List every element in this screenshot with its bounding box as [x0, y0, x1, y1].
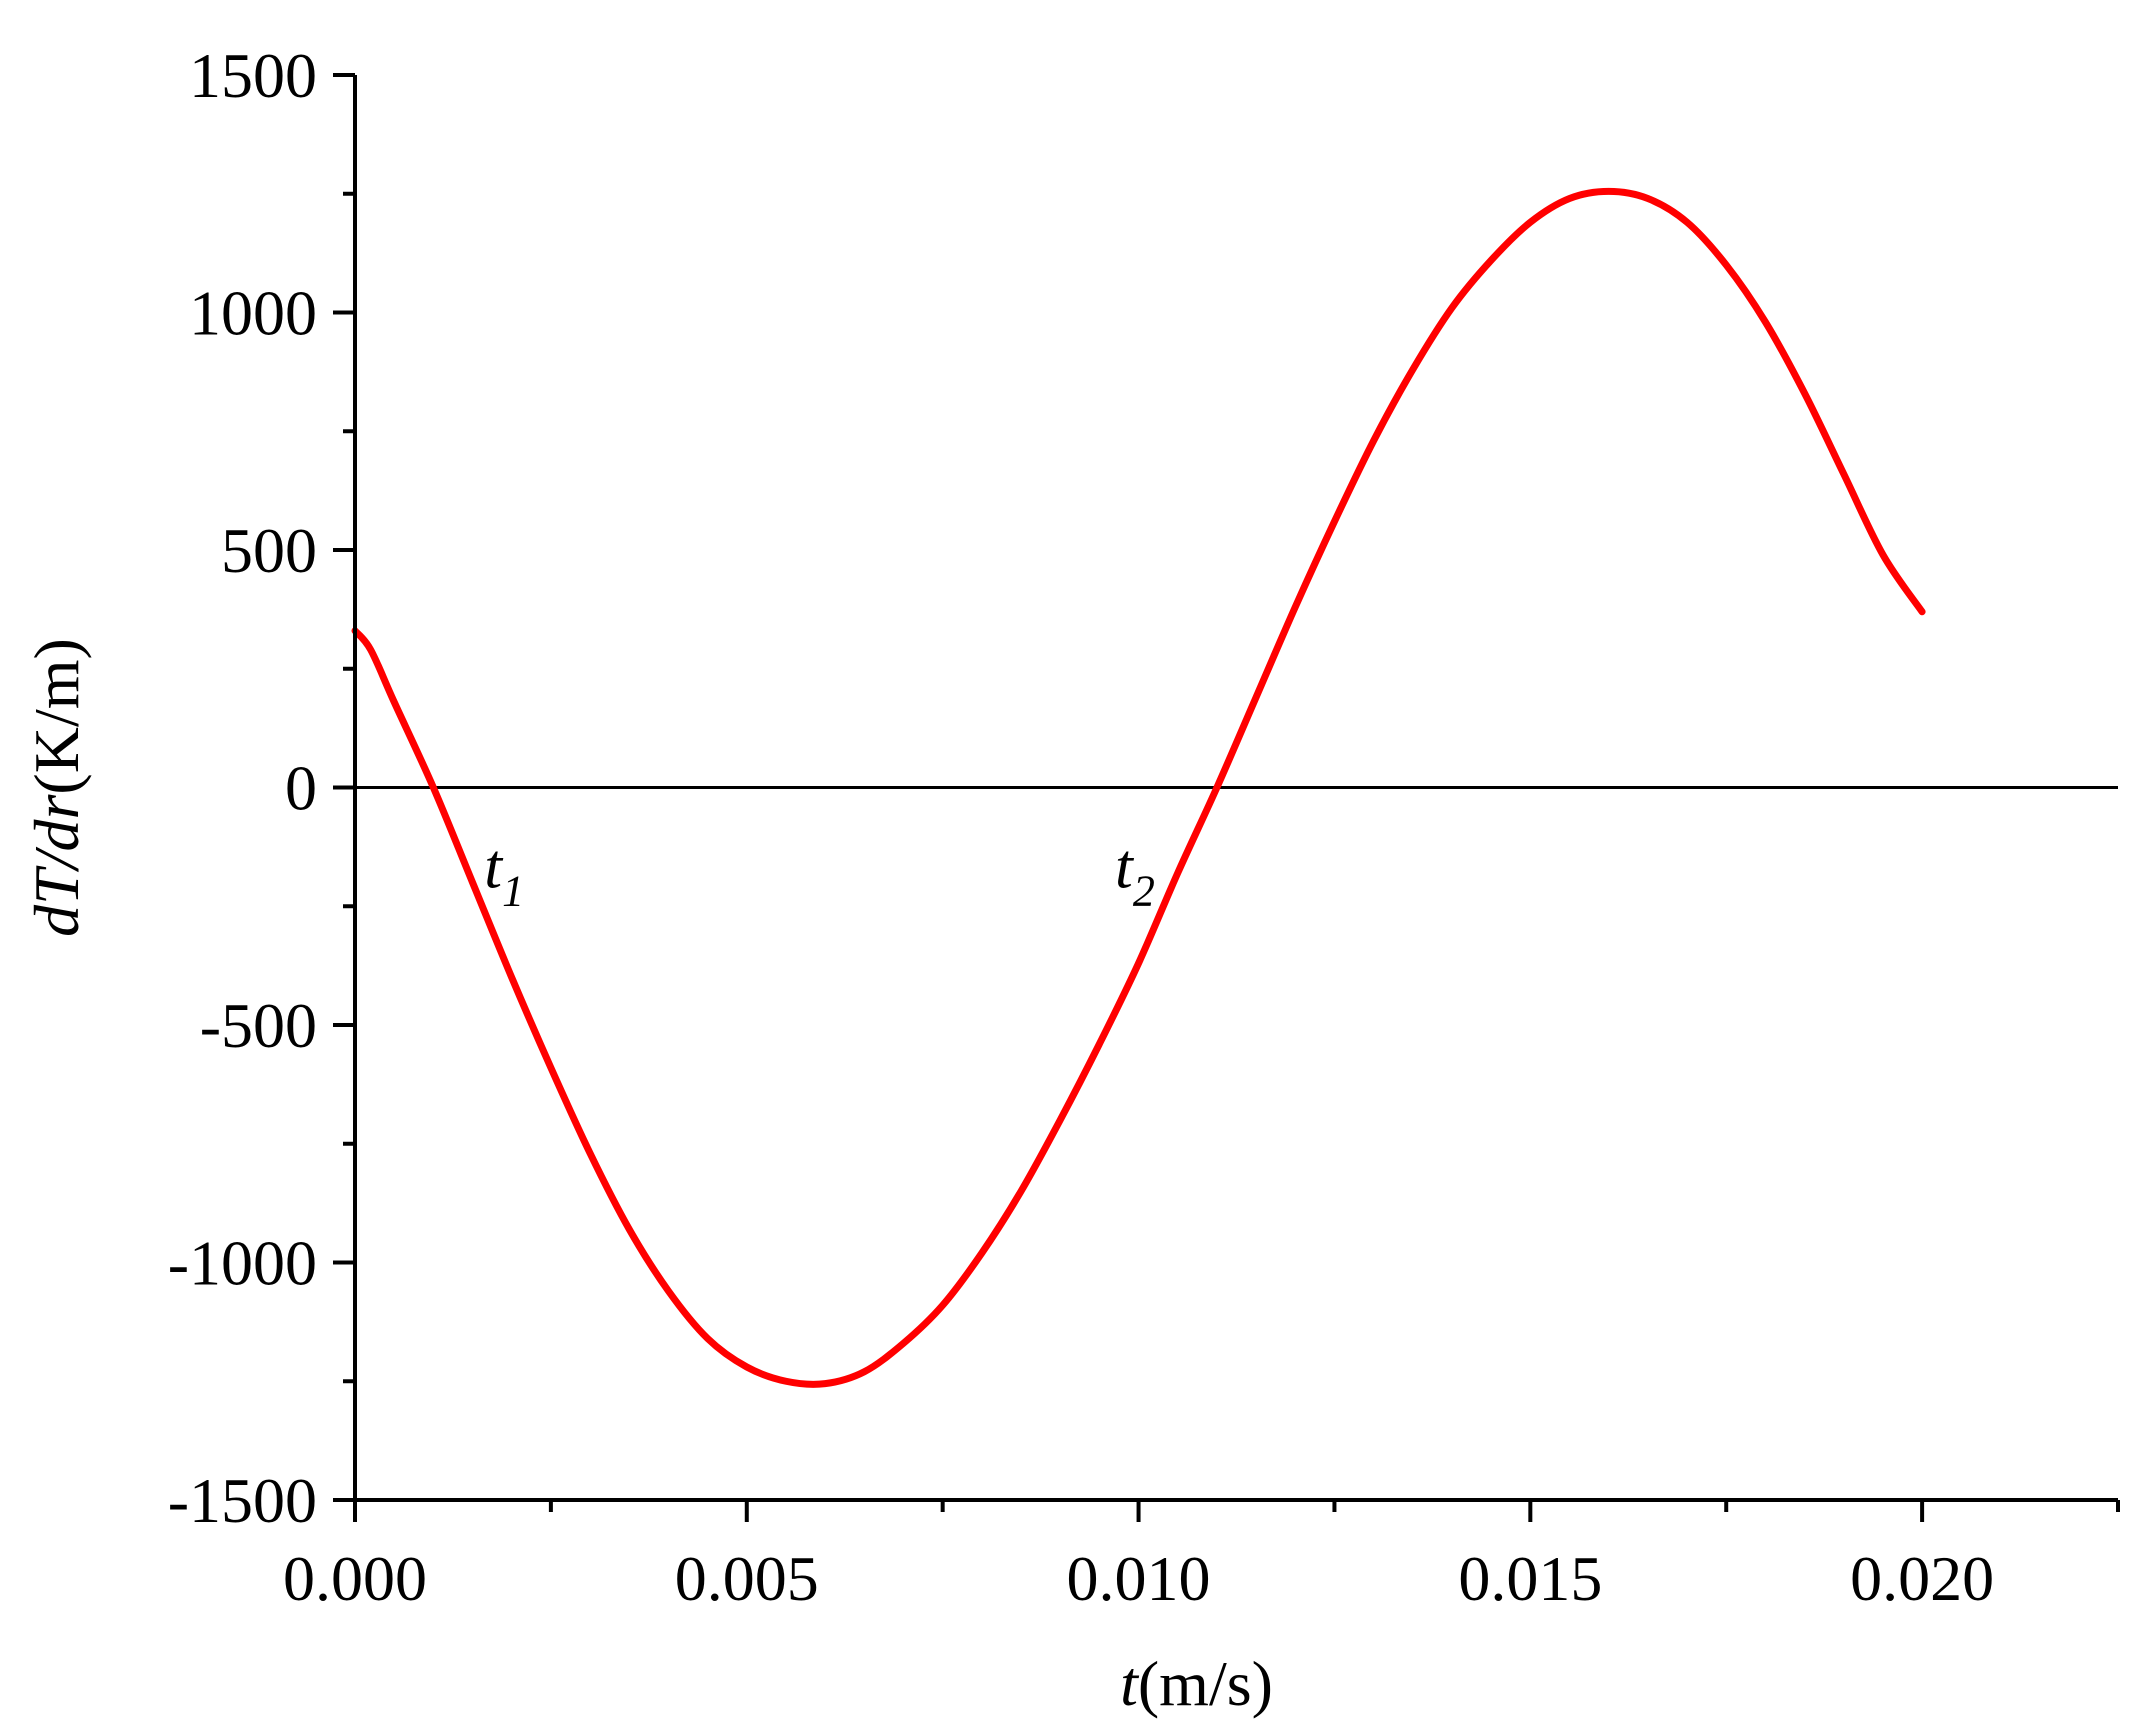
crossing-label-base: t: [484, 830, 504, 901]
x-tick-label: 0.010: [1067, 1543, 1211, 1614]
x-ticks: 0.000 0.005 0.010 0.015 0.020: [283, 1500, 2120, 1614]
plot-area: [351, 187, 2118, 1388]
series-line: [351, 187, 1926, 1388]
x-axis-title-var: t: [1120, 1648, 1140, 1719]
crossing-label-sub: 1: [502, 866, 524, 915]
crossing-label-sub: 2: [1133, 866, 1155, 915]
crossing-label: t1: [484, 830, 524, 915]
x-axis-title: t(m/s): [1120, 1648, 1273, 1719]
crossing-label: t2: [1115, 830, 1155, 915]
y-tick-label: -1000: [168, 1228, 317, 1299]
y-tick-label: 0: [285, 753, 317, 824]
x-axis-title-unit: (m/s): [1138, 1648, 1273, 1719]
y-axis-title: dT/dr(K/m): [21, 638, 92, 937]
x-tick-label: 0.005: [675, 1543, 819, 1614]
y-axis-title-dt: dT: [21, 865, 92, 937]
x-tick-label: 0.020: [1850, 1543, 1994, 1614]
x-tick-label: 0.000: [283, 1543, 427, 1614]
y-tick-label: 500: [221, 515, 317, 586]
crossing-label-base: t: [1115, 830, 1135, 901]
y-axis-title-unit: (K/m): [21, 638, 92, 794]
y-ticks: -1500 -1000 -500 0 500 1000 1500: [168, 40, 355, 1536]
y-tick-label: -500: [200, 990, 317, 1061]
x-tick-label: 0.015: [1458, 1543, 1602, 1614]
y-tick-label: 1000: [189, 278, 317, 349]
annotations: t1 t2: [484, 830, 1155, 915]
y-tick-label: 1500: [189, 40, 317, 111]
y-tick-label: -1500: [168, 1465, 317, 1536]
y-axis-title-dr: dr: [21, 793, 92, 851]
